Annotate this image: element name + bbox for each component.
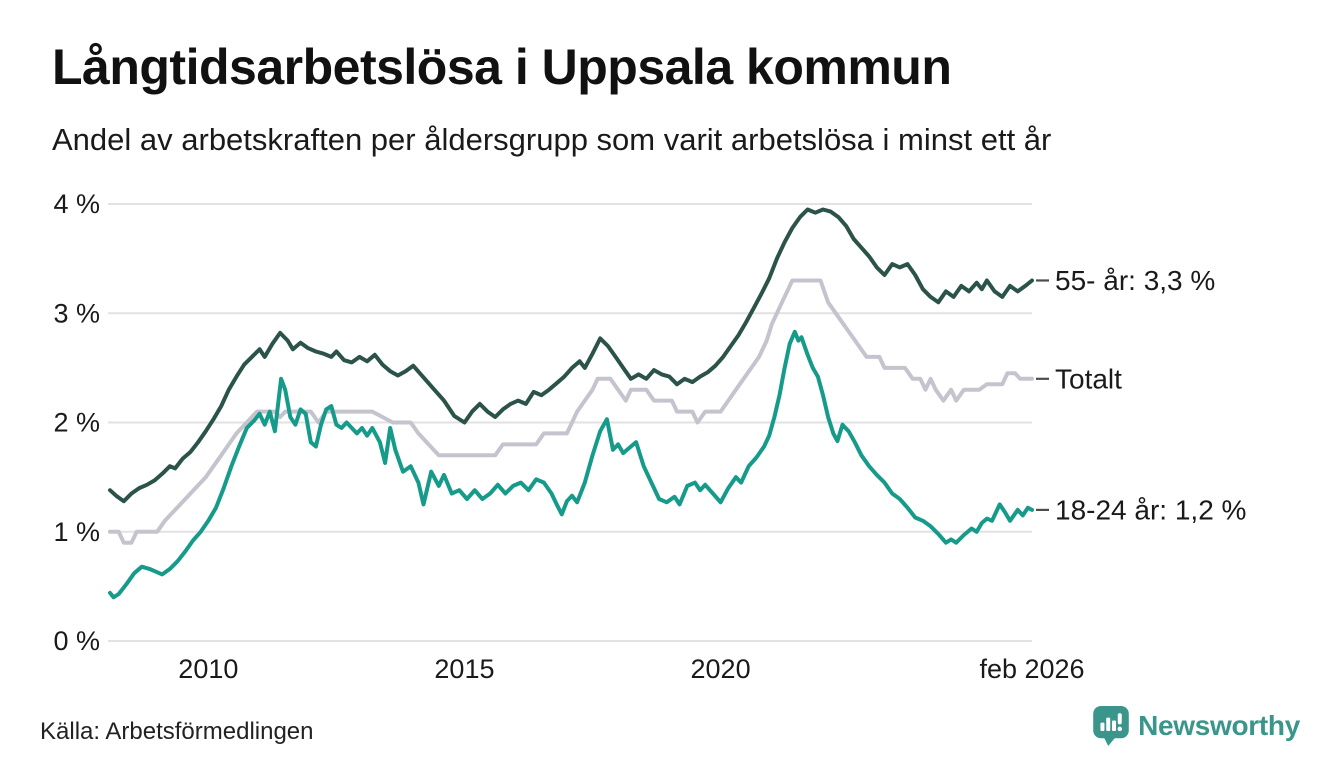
series-line-55-år xyxy=(108,207,1034,504)
x-tick-label: feb 2026 xyxy=(979,654,1084,684)
series-line-Totalt xyxy=(108,278,1034,545)
end-label-totalt: Totalt xyxy=(1055,363,1122,394)
source-note: Källa: Arbetsförmedlingen xyxy=(40,718,314,745)
end-label-55-ar: 55- år: 3,3 % xyxy=(1055,265,1215,296)
x-tick-label: 2015 xyxy=(434,654,494,684)
x-axis-labels: 2010 2015 2020 feb 2026 xyxy=(178,654,1084,684)
line-chart: 0 % 1 % 2 % 3 % 4 % 2010 2015 2020 feb 2026 55-… xyxy=(53,189,1246,684)
y-tick-label: 1 % xyxy=(53,517,100,547)
y-tick-label: 3 % xyxy=(53,298,100,328)
end-label-ticks xyxy=(1036,279,1049,511)
y-tick-label: 4 % xyxy=(53,189,100,219)
y-tick-label: 0 % xyxy=(53,626,100,656)
newsworthy-wordmark: Newsworthy xyxy=(1138,710,1300,741)
series-lines xyxy=(108,207,1034,600)
x-tick-label: 2010 xyxy=(178,654,238,684)
y-tick-label: 2 % xyxy=(53,408,100,438)
end-label-18-24-ar: 18-24 år: 1,2 % xyxy=(1055,494,1246,525)
page-subtitle: Andel av arbetskraften per åldersgrupp s… xyxy=(52,122,1052,157)
page-title: Långtidsarbetslösa i Uppsala kommun xyxy=(52,39,952,95)
newsworthy-logo-link[interactable]: Newsworthy xyxy=(1093,706,1300,746)
y-axis-labels: 0 % 1 % 2 % 3 % 4 % xyxy=(53,189,100,656)
newsworthy-icon xyxy=(1093,706,1129,746)
series-line-18-24år xyxy=(108,329,1034,600)
x-tick-label: 2020 xyxy=(691,654,751,684)
